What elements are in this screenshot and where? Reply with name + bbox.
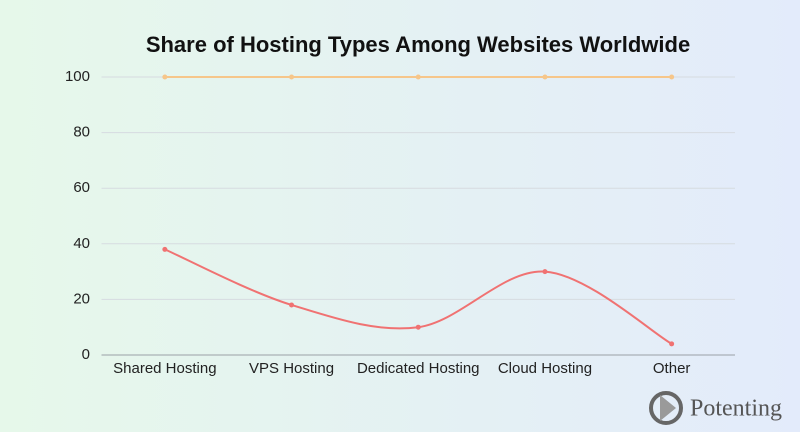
y-tick-label: 100 (65, 68, 90, 85)
point (415, 74, 421, 80)
point (669, 74, 675, 80)
point (542, 269, 548, 275)
point (415, 324, 421, 330)
chart-title: Share of Hosting Types Among Websites Wo… (146, 32, 690, 57)
y-tick-label: 60 (73, 179, 90, 196)
point (669, 341, 675, 347)
y-tick-label: 80 (73, 124, 90, 141)
x-tick-label: Other (653, 360, 691, 377)
x-tick-label: VPS Hosting (249, 360, 334, 377)
x-tick-label: Shared Hosting (113, 360, 216, 377)
point (289, 74, 295, 80)
y-tick-label: 0 (82, 346, 90, 363)
watermark: Potenting (690, 396, 782, 422)
logo: Potenting (649, 391, 782, 425)
point (162, 246, 168, 252)
y-tick-label: 40 (73, 235, 90, 252)
point (289, 302, 295, 308)
point (542, 74, 548, 80)
point (162, 74, 168, 80)
x-tick-label: Cloud Hosting (498, 360, 592, 377)
x-tick-label: Dedicated Hosting (357, 360, 480, 377)
y-tick-label: 20 (73, 290, 90, 307)
